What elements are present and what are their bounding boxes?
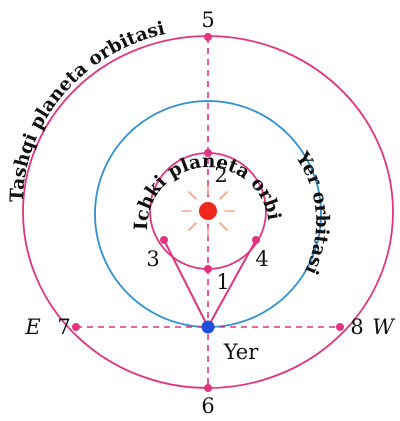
point-3-label: 3 <box>146 247 159 271</box>
sun-rays <box>181 185 235 237</box>
outer-orbit-label: Tashqi planeta orbitasi <box>7 18 167 202</box>
point-5-label: 5 <box>201 8 214 32</box>
west-direction-label: W <box>372 315 396 339</box>
earth <box>201 320 215 334</box>
point-4-marker <box>252 236 260 244</box>
sun <box>199 202 217 220</box>
point-6-label: 6 <box>201 394 214 418</box>
point-1-label: 1 <box>216 270 229 294</box>
point-8-label: 8 <box>350 315 363 339</box>
point-8-marker <box>336 323 344 331</box>
point-3-marker <box>160 236 168 244</box>
point-7-marker <box>72 323 80 331</box>
elongation-line-left <box>163 239 209 328</box>
earth-label: Yer <box>223 340 259 364</box>
earth-orbit-label: Yer orbitasi <box>291 148 332 278</box>
point-1-marker <box>204 265 212 273</box>
point-2-label: 2 <box>214 163 227 187</box>
point-6-marker <box>204 384 212 392</box>
east-direction-label: E <box>24 315 40 339</box>
point-7-label: 7 <box>57 315 70 339</box>
point-5-marker <box>204 33 212 41</box>
elongation-line-right <box>207 239 257 328</box>
point-4-label: 4 <box>255 247 268 271</box>
point-2-marker <box>204 149 212 157</box>
